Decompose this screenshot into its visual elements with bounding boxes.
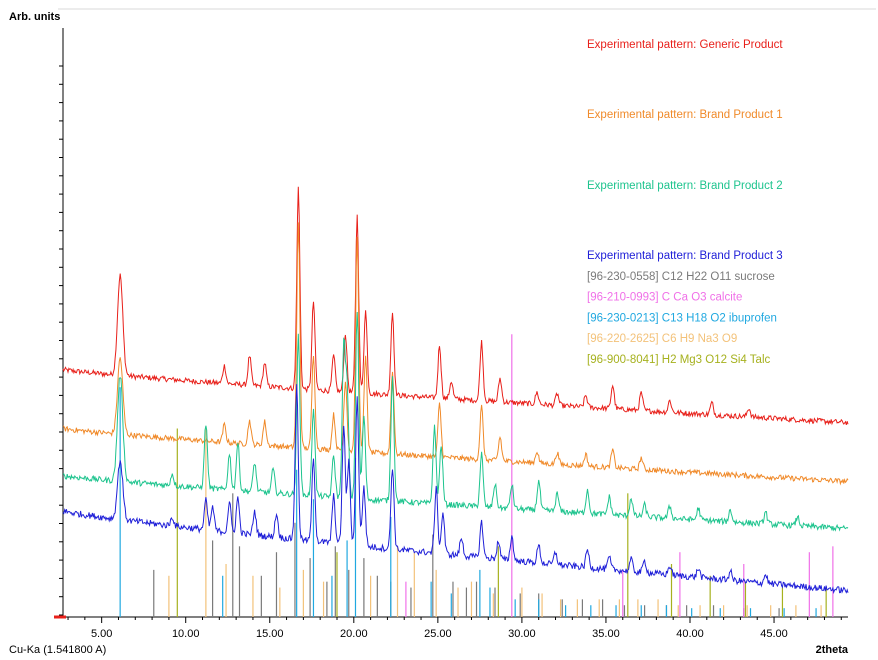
- legend-entry: [96-220-2625] C6 H9 Na3 O9: [587, 333, 737, 345]
- x-tick-label: 35.00: [592, 628, 620, 640]
- x-tick-label: 30.00: [508, 628, 536, 640]
- x-tick-label: 45.00: [760, 628, 788, 640]
- series-line: [62, 186, 849, 426]
- x-tick-label: 40.00: [676, 628, 704, 640]
- series-line: [62, 222, 849, 486]
- legend-entry: Experimental pattern: Brand Product 1: [587, 109, 783, 121]
- legend-entry: Experimental pattern: Generic Product: [587, 39, 783, 51]
- y-axis-label: Arb. units: [9, 11, 60, 23]
- series-lines: [62, 186, 849, 594]
- x-axis-label: 2theta: [816, 644, 849, 656]
- series-line: [62, 384, 849, 594]
- legend-entry: [96-230-0558] C12 H22 O11 sucrose: [587, 271, 775, 283]
- legend: Experimental pattern: Generic Product Exp…: [587, 39, 783, 366]
- legend-entry: [96-230-0213] C13 H18 O2 ibuprofen: [587, 312, 777, 324]
- x-tick-label: 15.00: [256, 628, 284, 640]
- radiation-label: Cu-Ka (1.541800 A): [9, 644, 106, 656]
- legend-entry: [96-210-0993] C Ca O3 calcite: [587, 292, 742, 304]
- x-tick-label: 20.00: [340, 628, 368, 640]
- x-tick-label: 25.00: [424, 628, 452, 640]
- x-ticks: 5.00 10.00 15.00 20.00 25.00 30.00 35.00 40.00 4…: [67, 617, 842, 640]
- x-tick-label: 10.00: [172, 628, 200, 640]
- legend-entry: [96-900-8041] H2 Mg3 O12 Si4 Talc: [587, 354, 771, 366]
- legend-entry: Experimental pattern: Brand Product 2: [587, 180, 783, 192]
- series-line: [62, 311, 849, 532]
- y-ticks: [59, 65, 63, 616]
- x-tick-label: 5.00: [91, 628, 112, 640]
- legend-entry: Experimental pattern: Brand Product 3: [587, 250, 783, 262]
